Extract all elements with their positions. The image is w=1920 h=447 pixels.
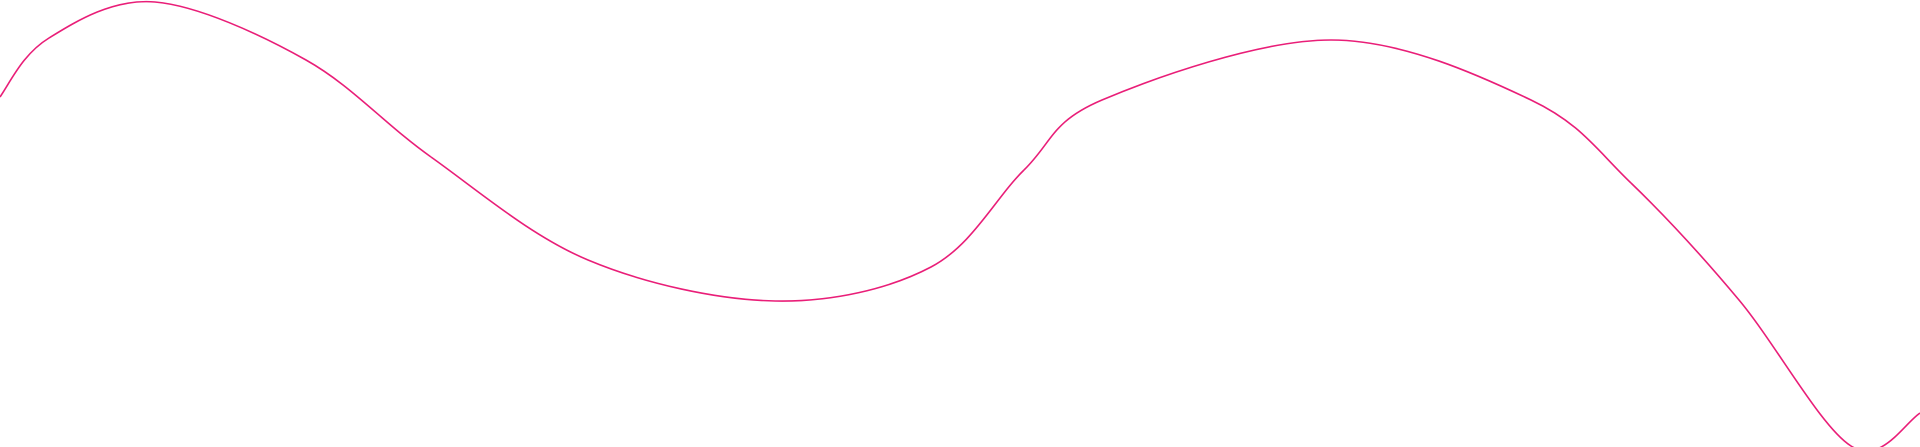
wave-segment-2 xyxy=(430,156,1025,302)
wave-segment-4 xyxy=(1630,182,1920,447)
wave-segment-3 xyxy=(1023,39,1632,184)
wave-segment-1 xyxy=(0,0,432,158)
